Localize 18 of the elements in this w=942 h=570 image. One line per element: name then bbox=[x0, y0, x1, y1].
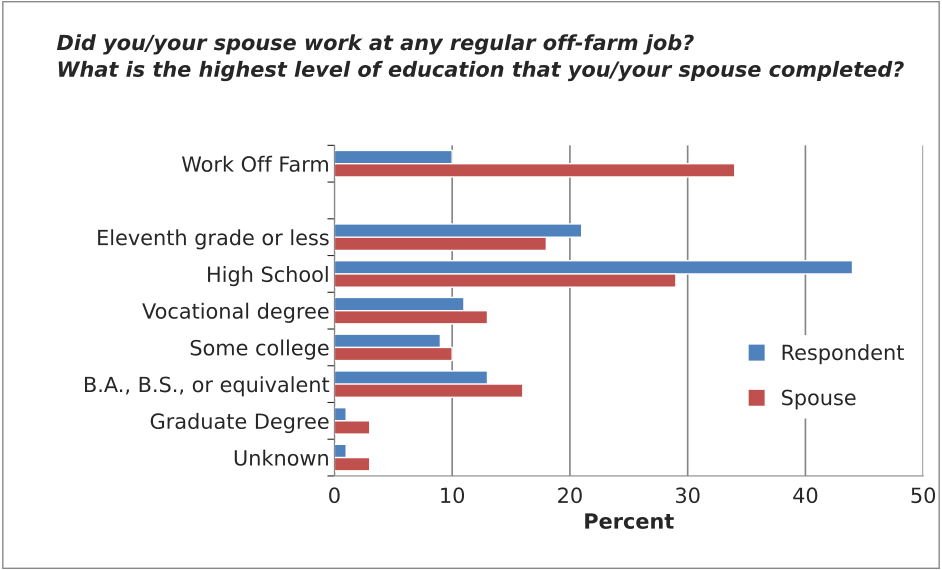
legend-label: Respondent bbox=[782, 344, 904, 364]
y-tick-label: Work Off Farm bbox=[182, 156, 328, 172]
y-tick-label: Some college bbox=[190, 339, 329, 360]
x-tick-label: 40 bbox=[793, 487, 818, 504]
y-tick-label: Graduate Degree bbox=[150, 412, 329, 434]
y-tick-label: High School bbox=[208, 266, 328, 286]
x-tick-label: 0 bbox=[329, 487, 340, 504]
x-tick-label: 30 bbox=[676, 487, 700, 504]
y-tick-label: Vocational degree bbox=[142, 302, 329, 323]
x-tick-label: 10 bbox=[441, 487, 464, 504]
x-axis-title: Percent bbox=[585, 513, 674, 529]
y-tick-label: B.A., B.S., or equivalent bbox=[85, 376, 330, 396]
y-tick-label: Eleventh grade or less bbox=[98, 229, 329, 250]
y-tick-label: Unknown bbox=[234, 450, 328, 466]
x-tick-label: 20 bbox=[558, 487, 582, 504]
x-tick-label: 50 bbox=[912, 487, 936, 504]
chart-title: Did you/your spouse work at any regular off-farm job? What is the highest level of education that you/your spouse completed? bbox=[56, 34, 904, 82]
legend-label: Spouse bbox=[782, 390, 856, 410]
